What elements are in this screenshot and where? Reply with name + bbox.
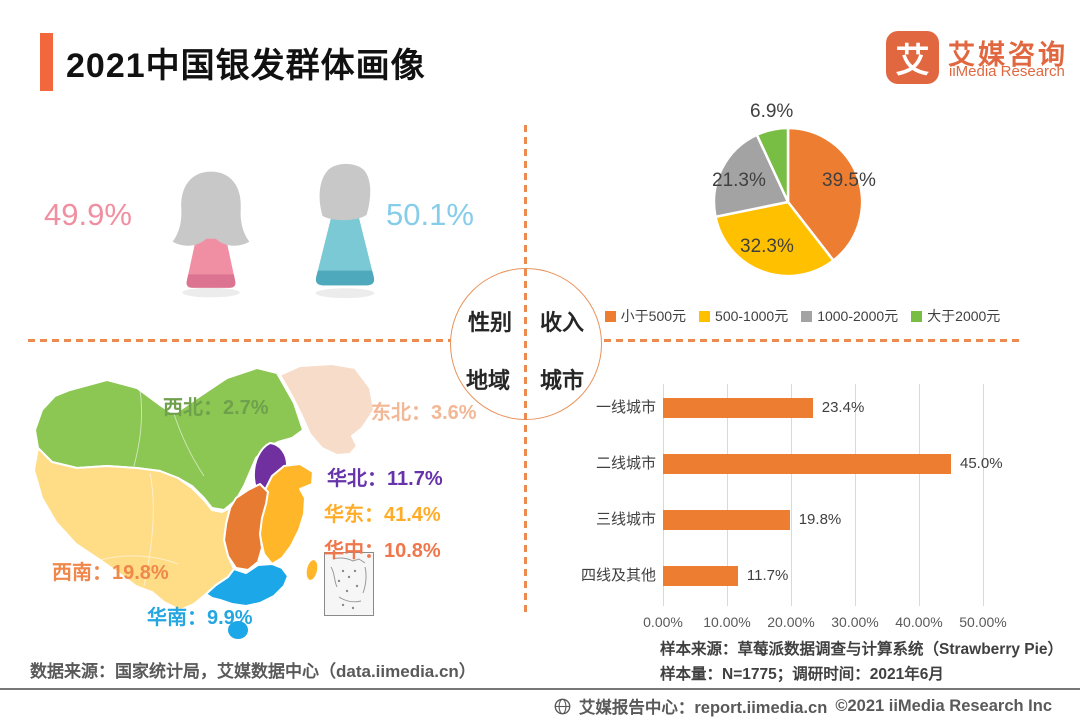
female-person-icon xyxy=(172,171,250,298)
report-center-text: 艾媒报告中心：report.iimedia.cn xyxy=(578,699,828,717)
brand-name-en: iiMedia Research xyxy=(949,63,1065,80)
bar-value-label: 23.4% xyxy=(821,399,865,416)
x-axis-tick: 0.00% xyxy=(643,614,683,630)
bar-rect xyxy=(663,566,738,586)
legend-swatch-icon xyxy=(699,310,711,322)
bar-value-label: 11.7% xyxy=(746,567,789,584)
map-region-south xyxy=(205,563,289,607)
sample-info-note: 样本量：N=1775；调研时间：2021年6月 xyxy=(660,666,944,683)
pie-value-label: 39.5% xyxy=(822,170,876,191)
income-pie-chart xyxy=(712,126,864,278)
legend-item: 1000-2000元 xyxy=(801,306,898,326)
legend-label: 1000-2000元 xyxy=(817,308,899,324)
globe-icon xyxy=(554,698,571,714)
bar-rect xyxy=(663,398,813,418)
pie-legend: 小于500元 500-1000元 1000-2000元 大于2000元 xyxy=(545,306,1060,326)
gridline xyxy=(727,384,728,606)
pie-slice-1000-2000元 xyxy=(712,133,790,219)
map-label-southwest: 西南：19.8% xyxy=(52,562,169,584)
city-bar-chart: 0.00% 10.00% 20.00% 30.00% 40.00% 50.00% 一线城市 2… xyxy=(581,378,1070,646)
copyright-text: ©2021 iiMedia Research Inc xyxy=(835,696,1052,715)
legend-item: 大于2000元 xyxy=(911,306,1000,326)
x-axis-tick: 40.00% xyxy=(895,614,943,630)
legend-swatch-icon xyxy=(604,310,616,322)
bar-category-label: 一线城市 xyxy=(595,399,656,416)
legend-item: 500-1000元 xyxy=(699,306,788,326)
bar-row: 一线城市 23.4% xyxy=(585,398,1070,418)
bar-row: 三线城市 19.8% xyxy=(585,510,1070,530)
footer-separator xyxy=(0,688,1080,690)
map-label-north: 华北：11.7% xyxy=(327,468,443,490)
female-percentage: 49.9% xyxy=(44,197,132,232)
title-accent-bar xyxy=(40,33,53,91)
bar-category-label: 二线城市 xyxy=(595,455,656,472)
sample-source-note: 样本来源：草莓派数据调查与计算系统（Strawberry Pie） xyxy=(660,641,1064,658)
logo-glyph: 艾 xyxy=(895,42,930,80)
gridline xyxy=(855,384,856,606)
x-axis-tick: 50.00% xyxy=(959,614,1007,630)
wheel-label-gender: 性别 xyxy=(468,310,513,335)
bar-row: 四线及其他 11.7% xyxy=(581,566,1070,586)
map-label-northwest: 西北：2.7% xyxy=(163,397,269,419)
bar-value-label: 19.8% xyxy=(798,511,842,528)
china-region-map xyxy=(33,363,375,641)
bar-value-label: 45.0% xyxy=(960,455,1003,472)
gridline xyxy=(919,384,920,606)
male-person-icon xyxy=(315,163,375,299)
map-island-taiwan xyxy=(304,558,320,582)
map-label-south: 华南：9.9% xyxy=(147,607,253,629)
pie-slice-500-1000元 xyxy=(714,200,835,278)
map-island-hainan xyxy=(226,619,250,641)
gridline xyxy=(983,384,984,606)
bar-category-label: 三线城市 xyxy=(595,511,656,528)
page-title: 2021中国银发群体画像 xyxy=(66,47,426,85)
gridline xyxy=(663,384,664,606)
bar-row: 二线城市 45.0% xyxy=(585,454,1070,474)
pie-value-label: 32.3% xyxy=(740,236,794,257)
bar-rect xyxy=(663,510,790,530)
x-axis-tick: 10.00% xyxy=(703,614,751,630)
map-region-northeast xyxy=(279,363,375,456)
wheel-label-region: 地域 xyxy=(466,368,511,393)
report-footer: 艾媒报告中心：report.iimedia.cn ©2021 iiMedia R… xyxy=(554,694,1052,718)
x-axis-tick: 30.00% xyxy=(831,614,879,630)
pie-value-label: 6.9% xyxy=(750,101,794,122)
legend-swatch-icon xyxy=(801,310,813,322)
gridline xyxy=(791,384,792,606)
bar-category-label: 四线及其他 xyxy=(580,567,656,584)
brand-name-cn: 艾媒咨询 xyxy=(948,40,1068,70)
wheel-label-income: 收入 xyxy=(540,310,585,335)
male-percentage: 50.1% xyxy=(386,197,474,232)
south-china-sea-inset-map xyxy=(324,552,374,616)
data-source-note: 数据来源：国家统计局，艾媒数据中心（data.iimedia.cn） xyxy=(30,662,476,681)
pie-slice-大于2000元 xyxy=(755,126,790,204)
pie-value-label: 21.3% xyxy=(712,170,766,191)
map-label-east: 华东：41.4% xyxy=(324,504,441,526)
map-label-central: 华中：10.8% xyxy=(324,540,441,562)
x-axis-tick: 20.00% xyxy=(767,614,815,630)
legend-swatch-icon xyxy=(911,310,923,322)
wheel-label-city: 城市 xyxy=(540,368,585,393)
iimedia-logo-icon: 艾 xyxy=(886,31,939,84)
legend-label: 小于500元 xyxy=(620,308,687,324)
legend-label: 大于2000元 xyxy=(927,308,1001,324)
vertical-dashed-divider xyxy=(524,125,527,613)
pie-slice-小于500元 xyxy=(786,126,864,262)
bar-rect xyxy=(663,454,951,474)
map-label-northeast: 东北：3.6% xyxy=(371,402,477,424)
legend-item: 小于500元 xyxy=(604,306,687,326)
legend-label: 500-1000元 xyxy=(715,308,789,324)
